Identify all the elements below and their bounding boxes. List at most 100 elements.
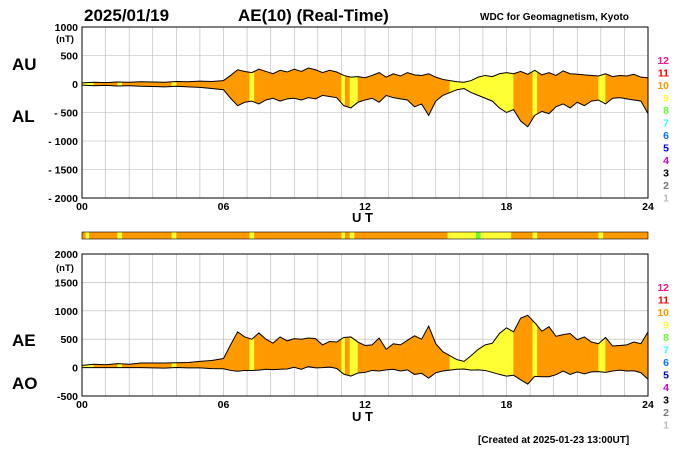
y-tick-label: 0: [72, 79, 78, 91]
area-fill-segment: [265, 338, 274, 370]
station-count-legend-item: 3: [663, 395, 669, 407]
area-fill-segment: [400, 72, 408, 101]
station-count-legend-item: 4: [663, 382, 669, 394]
station-count-legend-item: 6: [663, 357, 669, 369]
area-fill-segment: [279, 336, 288, 370]
y-tick-label: - 1500: [48, 165, 78, 177]
station-count-legend-item: 3: [663, 168, 669, 180]
quality-bar-segment: [598, 232, 604, 239]
quality-stripe: [117, 363, 123, 368]
quality-stripe: [532, 70, 538, 116]
area-fill-segment: [152, 362, 165, 369]
area-fill-segment: [386, 73, 394, 98]
quality-bar-frame: [81, 231, 649, 240]
quality-stripe: [532, 322, 538, 377]
al-label: AL: [12, 107, 35, 126]
quality-stripe: [341, 337, 345, 374]
station-count-legend-item: 11: [658, 68, 669, 80]
ae-series-line: [81, 314, 649, 366]
quality-stripe: [117, 82, 123, 86]
quality-bar-segment: [341, 232, 345, 239]
area-fill-segment: [520, 315, 528, 385]
y-tick-label: 1500: [55, 277, 79, 289]
area-fill-segment: [506, 72, 514, 113]
x-tick-label: 18: [501, 201, 513, 213]
station-count-legend-item: 8: [663, 105, 669, 117]
area-fill-segment: [308, 337, 316, 369]
area-fill-segment: [435, 76, 444, 102]
area-fill-segment: [272, 70, 281, 102]
area-fill-segment: [371, 72, 380, 103]
quality-bar-segment: [249, 232, 255, 239]
area-fill-segment: [286, 68, 295, 100]
area-fill-segment: [499, 327, 507, 377]
x-tick-label: 18: [501, 399, 513, 411]
y-tick-label: -500: [57, 391, 78, 403]
area-fill-segment: [258, 68, 267, 105]
data-source: WDC for Geomagnetism, Kyoto: [480, 12, 629, 23]
area-fill-segment: [393, 343, 401, 372]
station-count-legend-item: 1: [663, 193, 669, 205]
area-fill-segment: [541, 326, 550, 377]
al-series-line: [81, 84, 649, 128]
area-fill-segment: [506, 327, 514, 377]
area-fill-segment: [485, 75, 493, 102]
quality-stripe: [85, 82, 90, 86]
au-al-unit: (nT): [56, 34, 74, 45]
station-count-legend-item: 8: [663, 332, 669, 344]
area-fill-segment: [421, 326, 429, 379]
station-count-legend-item: 2: [663, 407, 669, 419]
area-fill-segment: [265, 71, 274, 101]
area-fill-segment: [584, 74, 592, 107]
area-fill-segment: [541, 72, 550, 114]
quality-bar-segment: [349, 232, 355, 239]
area-fill-segment: [513, 71, 521, 122]
area-fill-segment: [591, 75, 599, 102]
area-fill-segment: [612, 75, 620, 99]
area-fill-segment: [357, 76, 366, 103]
quality-stripe: [598, 341, 604, 372]
x-tick-label: 12: [359, 399, 371, 411]
area-fill-segment: [605, 336, 613, 373]
area-fill-segment: [591, 341, 599, 373]
quality-bar-segment: [117, 232, 123, 239]
area-fill-segment: [513, 318, 521, 381]
x-tick-label: 06: [218, 399, 230, 411]
area-fill-segment: [520, 71, 528, 128]
area-fill-segment: [322, 341, 330, 368]
quality-bar-segment: [171, 232, 177, 239]
quality-bar-base: [82, 232, 648, 239]
x-tick-label: 00: [76, 201, 88, 213]
quality-bar-segment: [475, 232, 481, 239]
area-fill-segment: [393, 73, 401, 100]
area-fill-segment: [286, 338, 295, 370]
area-fill-segment: [364, 75, 373, 101]
au-al-plot-frame: [81, 26, 649, 199]
chart-title: AE(10) (Real-Time): [238, 6, 389, 25]
station-count-legend-item: 12: [657, 282, 669, 294]
station-count-legend-item: 5: [663, 143, 669, 155]
ao-series-line: [82, 365, 649, 385]
area-fill-segment: [237, 331, 245, 372]
area-fill-segment: [577, 336, 585, 375]
area-fill-segment: [301, 67, 309, 101]
quality-stripe: [171, 81, 177, 87]
station-count-legend-item: 1: [663, 420, 669, 432]
quality-stripe: [249, 339, 255, 371]
station-count-legend-item: 7: [663, 118, 669, 130]
y-tick-label: 1000: [55, 306, 79, 318]
area-fill-segment: [329, 70, 337, 98]
quality-stripe: [249, 72, 255, 102]
ao-label: AO: [12, 374, 38, 393]
area-fill-segment: [322, 70, 330, 97]
quality-stripe: [349, 77, 355, 107]
area-fill-segment: [414, 74, 422, 108]
chart-date: 2025/01/19: [84, 6, 169, 25]
area-fill-segment: [315, 338, 323, 369]
area-fill-segment: [633, 341, 642, 373]
station-count-legend-item: 4: [663, 155, 669, 167]
area-fill-segment: [329, 341, 337, 369]
station-count-legend-item: 9: [663, 93, 669, 105]
